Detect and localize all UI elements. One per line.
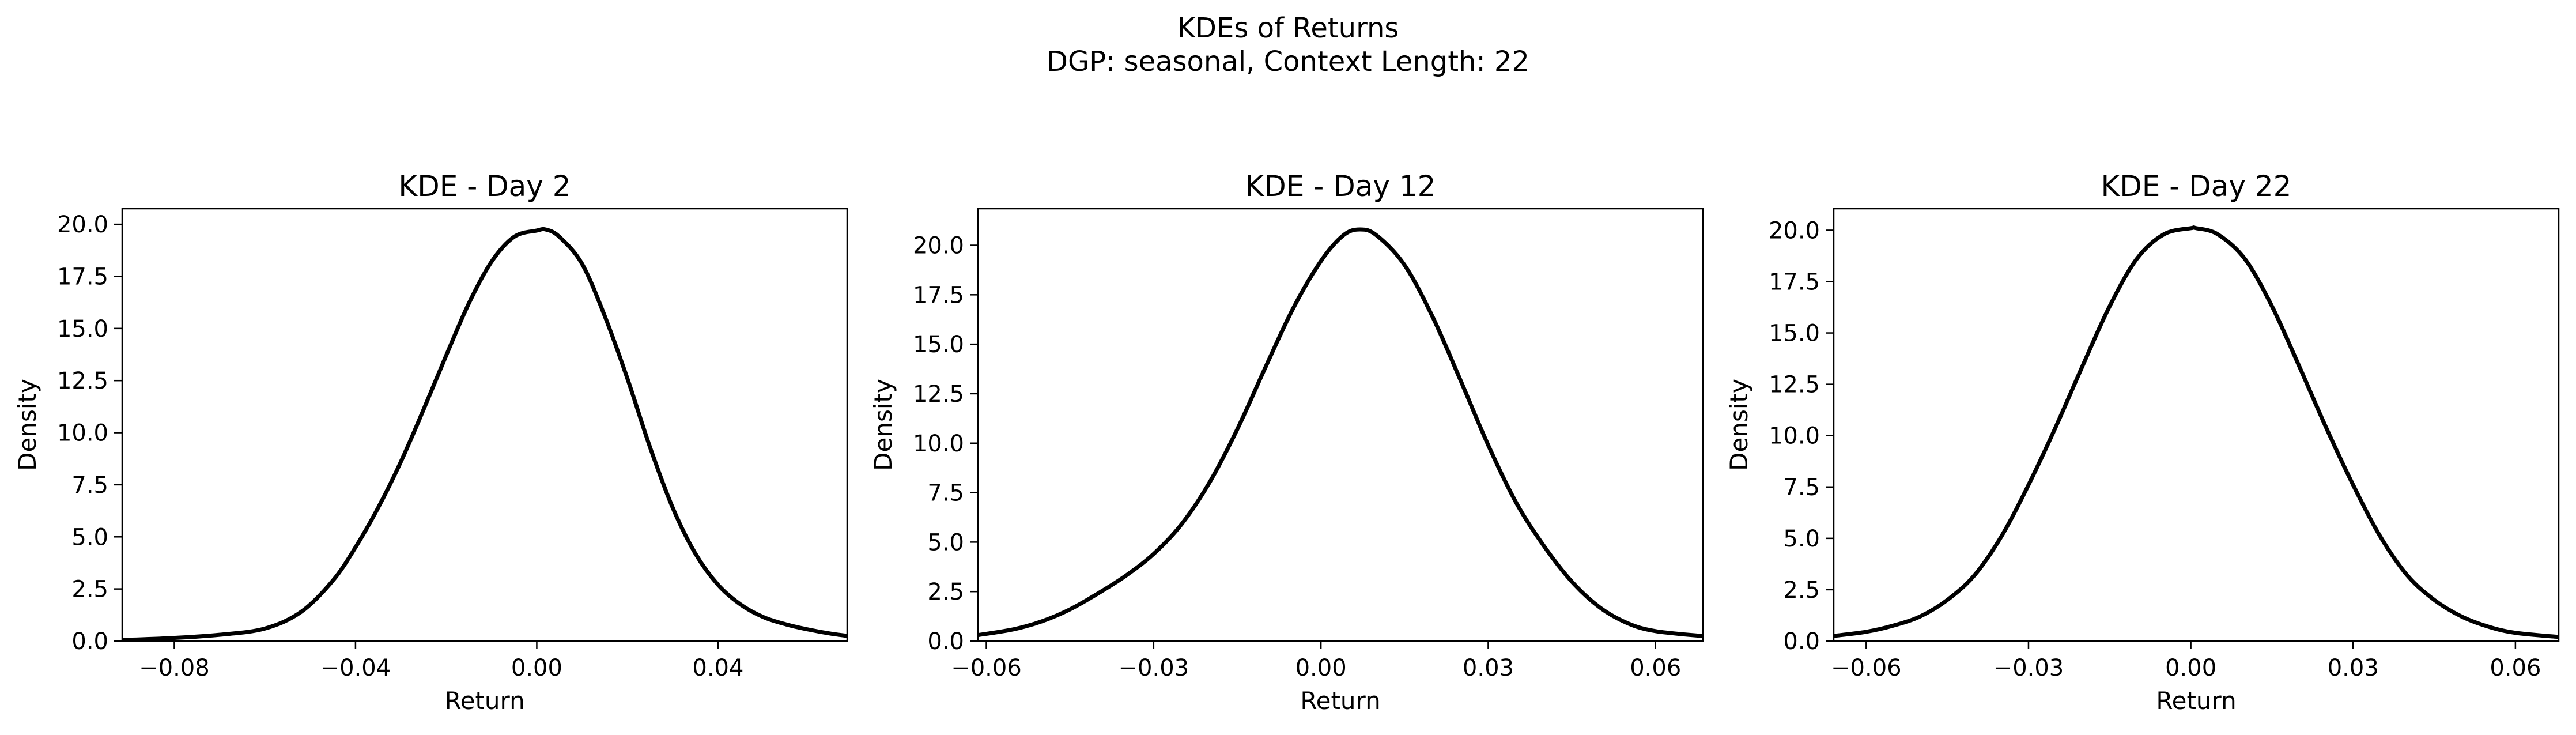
y-tick-label: 2.5 xyxy=(927,579,964,605)
kde-panel-2: KDE - Day 12 −0.06 −0.03 0.00 0.03 0.06 0.0 2.5… xyxy=(869,169,1704,715)
kde-panel-1: KDE - Day 2 −0.08 −0.04 0.00 0.04 0.0 2.5 5.0 7.… xyxy=(13,169,848,715)
x-tick-label: 0.06 xyxy=(1630,655,1681,681)
x-tick-label: −0.08 xyxy=(139,655,210,681)
figure-title-line2: DGP: seasonal, Context Length: 22 xyxy=(1047,46,1529,78)
y-tick-label: 15.0 xyxy=(57,316,108,342)
axes-frame xyxy=(1833,208,2560,642)
y-tick-label: 17.5 xyxy=(1769,269,1820,295)
y-tick-label: 10.0 xyxy=(1769,423,1820,450)
x-tick-label: 0.00 xyxy=(1295,655,1347,681)
x-tick-label: 0.00 xyxy=(511,655,562,681)
y-tick-label: 5.0 xyxy=(71,524,108,551)
y-tick-label: 15.0 xyxy=(1769,321,1820,347)
y-tick-label: 7.5 xyxy=(71,472,108,499)
y-tick-label: 12.5 xyxy=(913,381,964,408)
axes-frame xyxy=(121,208,848,642)
x-tick-label: −0.03 xyxy=(1993,655,2064,681)
x-tick-label: 0.04 xyxy=(692,655,743,681)
y-tick-label: 7.5 xyxy=(927,480,964,507)
y-tick-label: 5.0 xyxy=(927,529,964,556)
y-tick-label: 0.0 xyxy=(927,628,964,655)
y-tick-label: 7.5 xyxy=(1783,474,1820,501)
subplot-title: KDE - Day 22 xyxy=(2101,169,2292,203)
kde-curve xyxy=(122,227,847,641)
y-tick-label: 15.0 xyxy=(913,331,964,358)
x-tick-label: −0.03 xyxy=(1119,655,1189,681)
y-tick-label: 20.0 xyxy=(57,212,108,238)
y-tick-label: 10.0 xyxy=(913,431,964,457)
x-tick-label: 0.03 xyxy=(1463,655,1514,681)
y-tick-label: 0.0 xyxy=(1783,628,1820,655)
y-tick-label: 20.0 xyxy=(913,233,964,259)
x-tick-label: 0.06 xyxy=(2490,655,2541,681)
subplot-title: KDE - Day 12 xyxy=(1245,169,1436,203)
y-tick-label: 12.5 xyxy=(57,368,108,394)
y-tick-label: 17.5 xyxy=(57,263,108,290)
kde-curve xyxy=(978,227,1703,638)
y-tick-label: 17.5 xyxy=(913,282,964,308)
kde-panel-3: KDE - Day 22 −0.06 −0.03 0.00 0.03 0.06 0.0 2.5… xyxy=(1725,169,2560,715)
y-tick-label: 0.0 xyxy=(71,628,108,655)
y-axis-label: Density xyxy=(869,379,897,471)
kde-curve xyxy=(1834,225,2559,639)
y-tick-label: 20.0 xyxy=(1769,217,1820,244)
subplot-panels: KDE - Day 2 −0.08 −0.04 0.00 0.04 0.0 2.5 5.0 7.… xyxy=(13,169,2560,715)
x-tick-label: −0.06 xyxy=(1831,655,1902,681)
y-axis-label: Density xyxy=(1725,379,1753,471)
y-tick-label: 2.5 xyxy=(1783,577,1820,604)
subplot-title: KDE - Day 2 xyxy=(398,169,571,203)
y-tick-label: 5.0 xyxy=(1783,526,1820,552)
x-axis-label: Return xyxy=(1300,687,1380,715)
x-axis-label: Return xyxy=(444,687,524,715)
x-tick-label: 0.03 xyxy=(2328,655,2379,681)
y-tick-label: 10.0 xyxy=(57,420,108,447)
x-axis-label: Return xyxy=(2156,687,2236,715)
y-axis-label: Density xyxy=(13,379,41,471)
x-tick-label: −0.04 xyxy=(320,655,391,681)
x-tick-label: 0.00 xyxy=(2165,655,2216,681)
y-tick-label: 12.5 xyxy=(1769,372,1820,398)
figure-title-line1: KDEs of Returns xyxy=(1177,12,1399,44)
x-tick-label: −0.06 xyxy=(951,655,1022,681)
axes-frame xyxy=(977,208,1704,642)
y-tick-label: 2.5 xyxy=(71,576,108,603)
